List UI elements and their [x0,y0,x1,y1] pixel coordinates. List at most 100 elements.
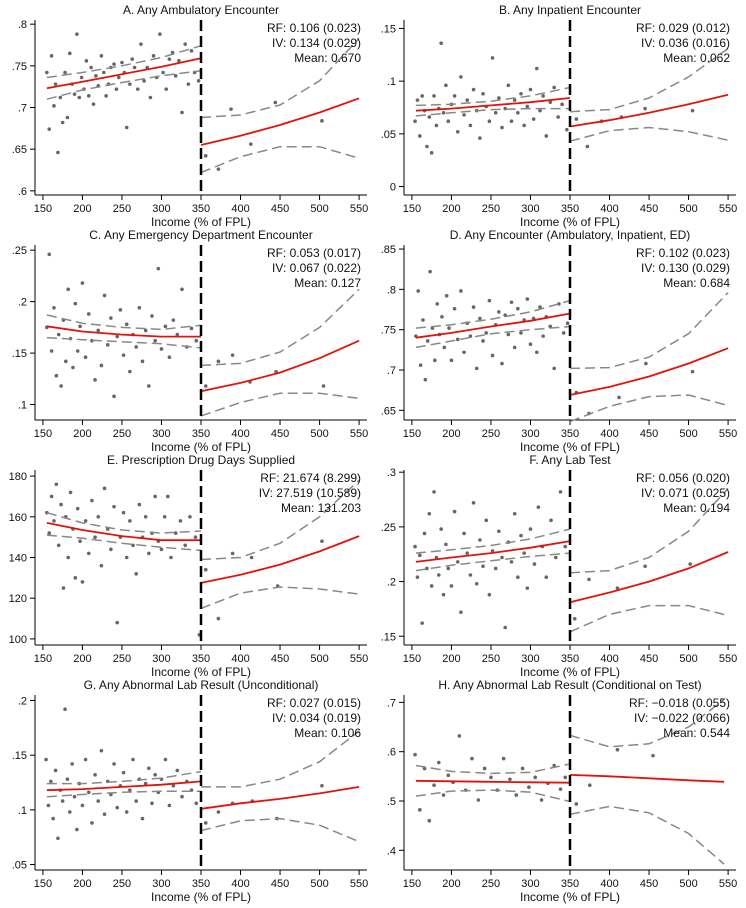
stat-rf: RF: 0.053 (0.017) [267,246,361,260]
data-point [422,531,427,536]
data-point [506,332,511,337]
data-point [574,117,579,121]
data-point [497,96,501,100]
data-point [651,753,655,758]
x-tick-label: 550 [350,203,368,215]
y-tick-label: 180 [9,471,27,483]
data-point [124,810,129,814]
data-point [427,511,432,516]
x-tick-label: 350 [561,203,579,215]
fit-line-right [569,774,725,783]
data-point [186,82,191,86]
data-point [175,332,180,337]
data-point [52,305,56,310]
data-point [60,120,65,125]
data-point [91,102,96,106]
data-point [183,543,187,548]
ci-lower-right [569,604,729,633]
data-point [140,359,145,364]
data-point [52,519,56,523]
data-point [75,506,80,511]
data-point [44,757,48,762]
x-tick-label: 150 [34,653,52,665]
stat-mean: Mean: 0.194 [663,501,730,515]
data-point [84,59,89,63]
data-point [178,519,183,523]
data-point [501,756,506,761]
x-tick-label: 350 [192,203,210,215]
data-point [177,59,181,63]
data-point [147,551,151,556]
chart-title: G. Any Abnormal Lab Result (Unconditiona… [84,678,319,692]
stat-iv: IV: 0.036 (0.016) [641,36,730,50]
data-point [549,518,553,523]
data-point [56,332,61,337]
x-tick-label: 250 [113,428,131,440]
data-point [115,805,120,810]
data-point [519,91,523,96]
data-point [572,616,577,621]
data-point [99,563,104,568]
data-point [80,580,85,584]
chart-panel-a: A. Any Ambulatory Encounter .6 .65 .7 .75 .8 1… [12,3,369,229]
data-point [183,42,187,46]
ci-upper-left [415,763,571,775]
data-point [585,144,590,149]
data-point [70,762,74,766]
stat-mean: Mean: 0.127 [294,276,361,290]
data-point [320,119,324,123]
y-tick-label: .75 [381,325,396,337]
data-point [484,331,489,335]
x-tick-label: 550 [719,878,737,890]
x-tick-label: 200 [73,203,91,215]
data-point [516,110,520,115]
data-point [47,252,52,257]
data-point [83,355,88,360]
fit-line-right [569,93,729,128]
data-point [101,70,106,75]
data-point [93,378,97,382]
data-point [538,305,542,309]
data-point [432,94,436,98]
ci-lower-right [200,817,360,843]
data-point [112,762,116,766]
data-point [457,734,462,738]
stat-mean: Mean: 131.203 [281,501,361,515]
data-point [544,575,549,579]
data-point [481,339,485,343]
x-axis-label: Income (% of FPL) [520,890,620,904]
data-point [75,827,79,832]
data-point [118,308,123,312]
data-point [130,57,135,61]
data-point [52,104,56,108]
y-tick-label: .85 [381,244,396,256]
data-point [131,757,135,762]
data-point [230,353,235,357]
data-point [75,349,80,353]
x-tick-label: 150 [34,878,52,890]
chart-title: D. Any Encounter (Ambulatory, Inpatient,… [450,228,691,242]
x-tick-label: 300 [521,428,539,440]
data-point [434,123,439,128]
x-axis-label: Income (% of FPL) [151,215,251,229]
data-point [421,318,425,322]
data-point [102,812,107,817]
data-point [452,94,457,98]
x-tick-label: 450 [271,428,289,440]
x-tick-label: 300 [521,878,539,890]
x-tick-label: 450 [640,653,658,665]
data-point [520,766,525,771]
data-point [203,154,208,158]
x-tick-label: 250 [113,203,131,215]
data-point [124,555,129,560]
x-tick-label: 350 [561,428,579,440]
data-point [446,119,451,124]
data-point [487,592,492,597]
y-tick-label: .65 [12,144,27,156]
data-point [429,151,434,155]
data-point [462,113,466,117]
y-tick-label: .8 [18,19,27,31]
x-tick-label: 250 [482,653,500,665]
x-tick-label: 500 [310,203,328,215]
ci-lower-right [200,392,360,417]
